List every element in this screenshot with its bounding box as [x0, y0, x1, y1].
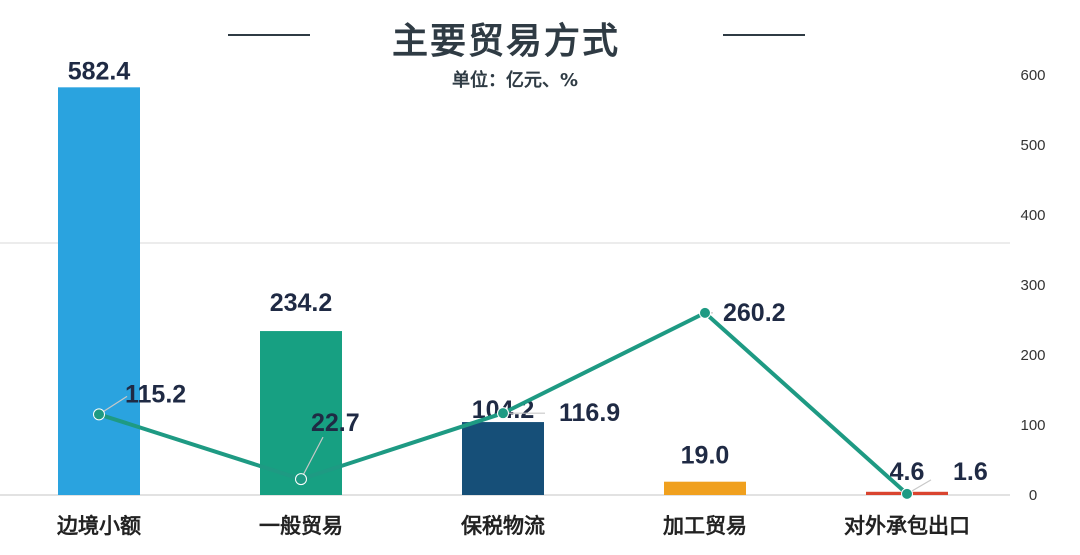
- title-right-rule: [723, 34, 805, 36]
- category-label: 边境小额: [57, 514, 141, 538]
- line-label-leader: [300, 436, 324, 480]
- category-label: 对外承包出口: [844, 514, 970, 538]
- y-axis-tick-label: 100: [1020, 417, 1045, 434]
- line-point: [93, 408, 105, 421]
- bar: [664, 481, 746, 495]
- bar: [462, 422, 544, 495]
- line-value-label: 260.2: [723, 299, 786, 327]
- category-label: 一般贸易: [259, 514, 343, 538]
- line-value-label: 116.9: [559, 399, 620, 427]
- line-point: [901, 487, 913, 500]
- y-axis-tick-label: 600: [1020, 67, 1045, 84]
- y-axis-tick-label: 500: [1020, 137, 1045, 154]
- bar: [58, 87, 140, 495]
- chart-header: 主要贸易方式: [0, 10, 1012, 62]
- bar-value-label: 19.0: [681, 442, 730, 470]
- bar-value-label: 234.2: [270, 289, 333, 317]
- line-value-label: 115.2: [125, 380, 186, 408]
- line-point: [699, 306, 711, 319]
- category-label: 保税物流: [460, 514, 545, 538]
- bar: [260, 331, 342, 495]
- chart-subtitle: 单位：亿元、%: [451, 70, 579, 91]
- y-axis-tick-label: 400: [1020, 207, 1045, 224]
- y-axis-tick-label: 0: [1029, 487, 1037, 504]
- category-label: 加工贸易: [662, 514, 747, 538]
- chart-title: 主要贸易方式: [391, 21, 620, 62]
- y-axis-tick-label: 200: [1020, 347, 1045, 364]
- line-value-label: 22.7: [311, 409, 360, 437]
- line-value-label: 1.6: [953, 458, 988, 486]
- title-left-rule: [228, 34, 310, 36]
- line-point: [497, 407, 509, 420]
- line-point: [295, 473, 307, 486]
- y-axis-tick-label: 300: [1020, 277, 1045, 294]
- bar-value-label: 582.4: [68, 57, 131, 85]
